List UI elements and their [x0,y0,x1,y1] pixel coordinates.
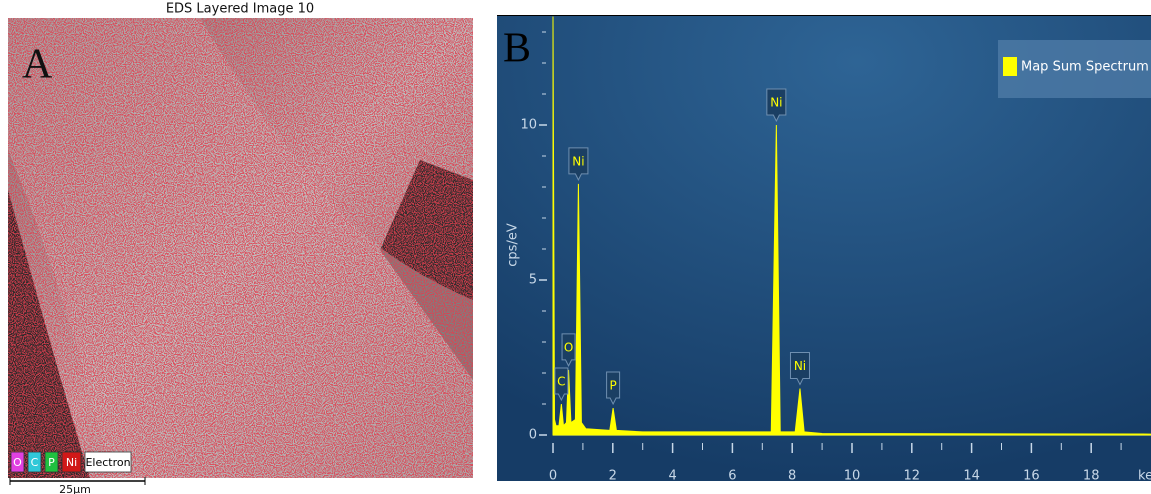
legend-label: C [31,456,39,469]
y-axis-label: cps/eV [506,223,521,267]
legend-chip [61,451,82,473]
legend-chip [44,451,59,473]
spectrum-panel: 0 2 4 6 8 10 12 14 16 18 0 5 10 cps/eV keV C O Ni P Ni Ni Map… [497,15,1151,484]
element-legend: O C P Ni Electron [10,451,132,473]
peak-label: Ni [794,359,806,373]
eds-image [8,18,473,478]
peak-label-box [789,352,810,386]
legend-swatch [1003,57,1017,76]
x-tick-label: 14 [963,469,980,484]
x-tick-label: 2 [609,469,617,484]
legend: Map Sum Spectrum [998,40,1151,98]
peak-label: Ni [770,96,782,110]
y-tick-label: 10 [520,118,537,133]
x-tick-label: 4 [668,469,676,484]
x-tick-label: 6 [728,469,736,484]
x-tick-label: 10 [844,469,861,484]
peak-label: Ni [572,154,584,168]
peak-label: O [564,340,573,354]
peak-label: P [609,379,616,393]
legend-label: Ni [66,456,77,469]
peak-label-box [568,147,589,182]
legend-chip [10,451,25,473]
panel-label: B [503,26,531,72]
legend-label: O [13,456,22,469]
x-tick-label: 16 [1023,469,1040,484]
y-tick-label: 0 [529,428,537,443]
legend-chip [27,451,42,473]
x-axis-label: keV [1138,469,1151,484]
legend-chip [84,451,132,473]
panel-label: A [22,42,53,88]
scale-bar-label: 25µm [59,483,91,494]
y-tick-label: 5 [529,273,537,288]
x-tick-label: 12 [904,469,921,484]
legend-label: P [48,456,55,469]
x-tick-label: 8 [788,469,796,484]
peak-label-box [766,88,787,123]
legend-label: Electron [85,456,130,469]
legend-box [998,40,1151,98]
image-title: EDS Layered Image 10 [166,2,314,17]
spectrum-area [552,16,1151,436]
x-tick-label: 0 [549,469,557,484]
peak-label: C [557,375,565,389]
x-tick-label: 18 [1083,469,1100,484]
legend-label: Map Sum Spectrum [1021,60,1149,75]
peak-label-box [554,367,569,402]
peak-label-box [561,333,576,368]
peak-label-box [606,371,621,406]
